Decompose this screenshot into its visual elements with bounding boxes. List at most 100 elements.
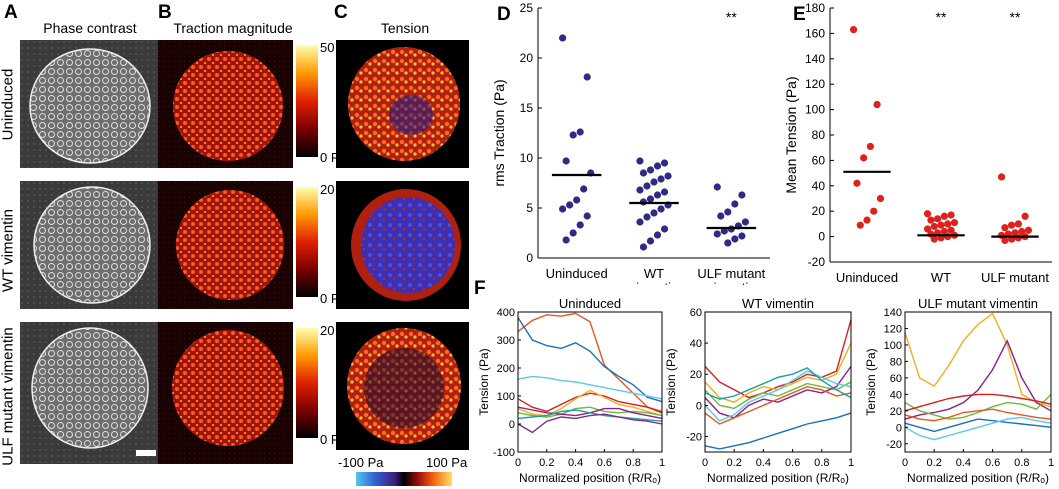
data-point (930, 222, 938, 231)
series-line (904, 393, 1052, 420)
data-point (660, 159, 669, 167)
y-tick-label: 0 (696, 400, 702, 412)
data-point (639, 243, 648, 251)
y-tick-label: 5 (526, 201, 533, 215)
phase-image-uninduced (20, 40, 160, 168)
y-tick-label: -20 (808, 255, 826, 269)
data-point (653, 162, 662, 170)
series-line (517, 312, 663, 413)
panel-label-b: B (158, 2, 172, 23)
data-point (731, 200, 739, 208)
data-point (713, 183, 721, 191)
y-tick-label: 60 (812, 153, 826, 167)
data-point (576, 128, 584, 136)
data-point (1011, 229, 1019, 237)
y-tick-label: 0 (526, 251, 533, 265)
series-line (904, 418, 1052, 433)
panel-label-f: F (474, 278, 486, 299)
traction-image-uninduced (158, 40, 293, 168)
series-line (904, 408, 1052, 422)
x-tick-label: 0.8 (626, 457, 641, 469)
data-point (940, 227, 948, 236)
panel-b-title: Traction magnitude (173, 20, 293, 36)
data-point (646, 166, 655, 174)
traction-image-ulf (158, 322, 293, 464)
y-tick-label: 40 (890, 389, 902, 401)
tension-image-uninduced (336, 40, 469, 168)
plot-frame (517, 311, 663, 453)
data-point (947, 226, 955, 234)
series-line (704, 370, 852, 422)
x-tick-label: 0.4 (568, 457, 583, 469)
y-tick-label: -20 (886, 439, 902, 451)
data-point (876, 194, 885, 203)
data-point (856, 221, 864, 229)
colorbar-c-max: 100 Pa (426, 455, 468, 470)
data-point (944, 233, 952, 241)
data-point (927, 216, 935, 224)
panel-label-a: A (4, 2, 18, 23)
series-line (517, 317, 663, 403)
colorbar-c (356, 472, 452, 486)
x-tick-label: 0.4 (956, 457, 971, 469)
data-point (559, 205, 567, 213)
data-point (646, 195, 655, 203)
x-tick-label: 1 (659, 457, 665, 469)
y-tick-label: 100 (884, 340, 902, 352)
chart-title: WT vimentin (742, 296, 814, 311)
x-axis-label: Normalized position (R/Rₒ) (519, 471, 661, 485)
data-point (860, 154, 868, 162)
y-tick-label: 80 (812, 128, 826, 142)
series-line (517, 375, 663, 400)
y-tick-label: 0 (896, 422, 902, 434)
panel-c-title: Tension (380, 20, 430, 36)
y-tick-label: 40 (812, 179, 826, 193)
x-tick-label: 0.6 (597, 457, 612, 469)
y-tick-label: 100 (805, 103, 825, 117)
y-tick-label: 140 (805, 52, 825, 66)
data-point (853, 179, 861, 187)
x-tick-label: 0.2 (539, 457, 554, 469)
panel-a-title: Phase contrast (43, 20, 137, 36)
row-label-uninduced: Uninduced (0, 68, 17, 141)
y-tick-label: 0 (818, 230, 825, 244)
data-point (731, 235, 739, 243)
y-tick-label: 140 (884, 307, 902, 319)
y-axis-label: Tension (Pa) (864, 348, 878, 415)
data-point (664, 172, 672, 180)
y-axis-label: rms Traction (Pa) (491, 79, 507, 186)
y-tick-label: 60 (890, 373, 902, 385)
data-point (562, 236, 570, 244)
data-point (947, 211, 955, 219)
data-point (1001, 224, 1009, 232)
y-tick-label: 20 (890, 406, 902, 418)
significance-marker: ** (726, 9, 737, 25)
plot-frame (704, 311, 852, 453)
data-point (934, 215, 942, 223)
x-tick-label: 0.2 (727, 457, 742, 469)
data-point (660, 225, 669, 233)
data-point (576, 221, 584, 229)
data-point (646, 237, 655, 245)
data-point (559, 34, 567, 42)
data-point (1021, 212, 1029, 220)
y-tick-label: 40 (690, 338, 702, 350)
chart-f-ulf: ULF mutant vimentin-20020406080100120140… (864, 296, 1054, 485)
phase-image-wt (20, 181, 160, 309)
data-point (636, 218, 644, 226)
traction-image-wt (158, 181, 293, 309)
y-tick-label: 300 (497, 335, 515, 347)
data-point (653, 191, 662, 199)
data-point (639, 169, 648, 177)
chart-e: -20 0 20 40 60 80 100 120 140 160 180 Mean Tension … (783, 1, 1052, 285)
x-tick-label: 0 (902, 457, 908, 469)
data-point (653, 231, 662, 239)
data-point (660, 188, 669, 196)
data-point (713, 230, 721, 238)
y-axis-label: Tension (Pa) (664, 348, 678, 415)
series-line (904, 416, 1052, 441)
data-point (636, 157, 644, 165)
